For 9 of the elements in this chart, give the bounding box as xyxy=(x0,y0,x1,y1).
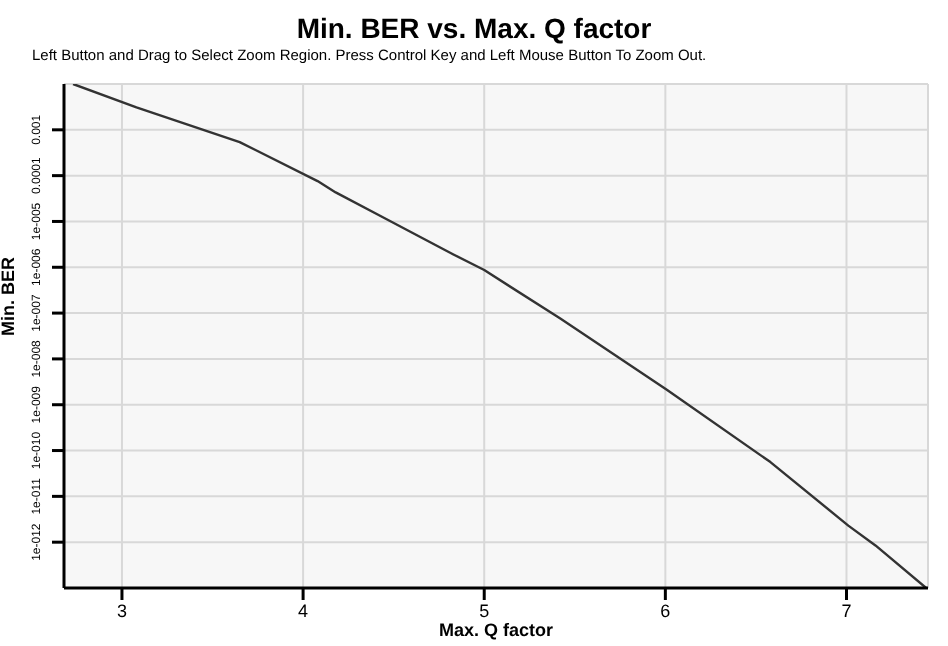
line-series xyxy=(71,84,928,588)
y-axis-title: Min. BER xyxy=(0,256,19,336)
chart-title: Min. BER vs. Max. Q factor xyxy=(294,12,654,44)
x-tick-label: 4 xyxy=(298,600,309,621)
x-tick-label: 7 xyxy=(841,600,852,621)
x-tick-label: 3 xyxy=(116,600,127,621)
x-axis-title: Max. Q factor xyxy=(438,620,555,640)
x-tick-label: 5 xyxy=(479,600,490,621)
x-tick-label: 6 xyxy=(660,600,671,621)
